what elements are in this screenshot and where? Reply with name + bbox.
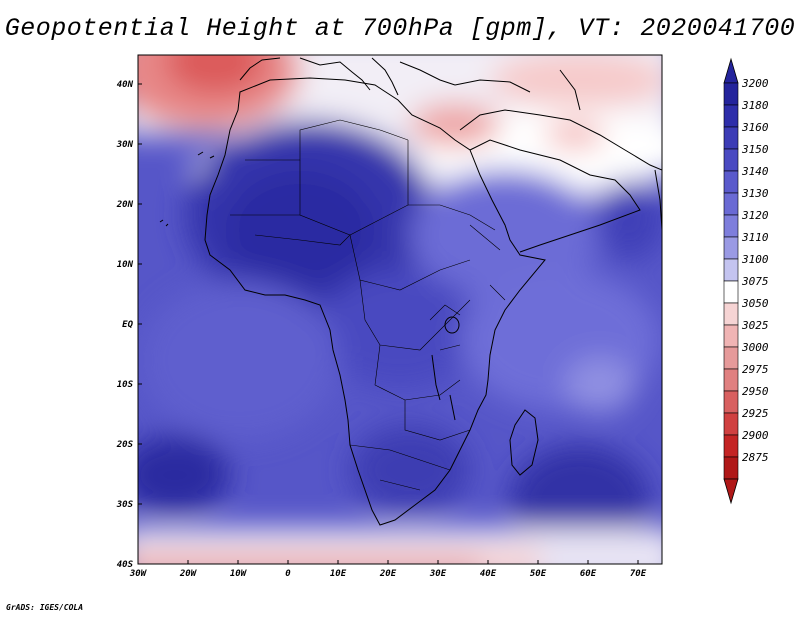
colorbar-level-label: 3180 (741, 99, 769, 112)
lon-label: 10E (330, 569, 347, 579)
colorbar-swatch (723, 148, 739, 172)
coastlines (159, 57, 662, 526)
lon-label: 70E (630, 569, 647, 579)
grads-credit: GrADS: IGES/COLA (6, 603, 84, 612)
lat-label: 10S (117, 380, 134, 390)
colorbar-level-label: 2950 (742, 385, 769, 398)
lat-label: 30S (116, 500, 134, 510)
lon-label: 30E (429, 569, 447, 579)
lon-label: 0 (285, 569, 291, 579)
colorbar-level-label: 3130 (741, 187, 769, 200)
colorbar-swatch (723, 368, 739, 392)
colorbar-swatch (723, 214, 739, 238)
colorbar-swatch (723, 280, 739, 304)
colorbar-swatch (723, 236, 739, 260)
colorbar-legend: 3200 3180 3160 3150 3140 3130 3120 3110 3100 3075… (723, 57, 769, 505)
colorbar-level-label: 2900 (742, 429, 769, 442)
colorbar-bottom-arrow (723, 478, 739, 505)
lat-label: 30N (116, 140, 134, 150)
colorbar-swatch (723, 82, 739, 106)
colorbar-level-label: 2875 (742, 451, 769, 464)
colorbar-swatch (723, 346, 739, 370)
colorbar-swatch (723, 302, 739, 326)
colorbar-level-label: 3140 (741, 165, 769, 178)
colorbar-level-label: 3000 (741, 341, 769, 354)
colorbar-swatch (723, 390, 739, 414)
lat-label: EQ (122, 320, 133, 330)
colorbar-level-label: 3200 (741, 77, 769, 90)
colorbar-swatch (723, 324, 739, 348)
colorbar-level-label: 2925 (742, 407, 769, 420)
lat-label: 20N (116, 200, 134, 210)
longitude-labels: 30W 20W 10W 0 10E 20E 30E 40E 50E 60E 70… (129, 569, 647, 579)
height-field (138, 55, 662, 564)
colorbar-level-label: 2975 (742, 363, 769, 376)
colorbar-level-label: 3150 (741, 143, 769, 156)
lat-label: 20S (116, 440, 134, 450)
lon-label: 50E (530, 569, 547, 579)
colorbar-swatch (723, 456, 739, 480)
colorbar-swatch (723, 126, 739, 150)
colorbar-swatch (723, 258, 739, 282)
lat-label: 10N (117, 260, 134, 270)
latitude-labels: 40N 30N 20N 10N EQ 10S 20S 30S 40S (116, 80, 134, 570)
colorbar-level-label: 3050 (741, 297, 769, 310)
colorbar-swatch (723, 434, 739, 458)
colorbar-swatch (723, 192, 739, 216)
lon-label: 30W (129, 569, 148, 579)
plot-frame (137, 54, 663, 565)
colorbar-level-label: 3075 (741, 275, 769, 288)
lon-label: 60E (580, 569, 597, 579)
colorbar-swatch (723, 104, 739, 128)
lon-label: 20E (379, 569, 397, 579)
map-title: Geopotential Height at 700hPa [gpm], VT:… (4, 14, 796, 43)
lon-label: 20W (179, 569, 198, 579)
lat-label: 40S (117, 560, 134, 570)
colorbar-top-arrow (723, 57, 739, 84)
colorbar-level-label: 3100 (741, 253, 769, 266)
colorbar-level-label: 3160 (741, 121, 769, 134)
colorbar-level-label: 3120 (741, 209, 769, 222)
colorbar-swatch (723, 170, 739, 194)
country-borders (230, 119, 506, 491)
colorbar-level-label: 3110 (741, 231, 769, 244)
axis-ticks (138, 83, 639, 564)
lon-label: 10W (230, 569, 248, 579)
lon-label: 40E (480, 569, 497, 579)
lakes (431, 316, 460, 421)
colorbar-level-label: 3025 (741, 319, 769, 332)
colorbar-swatch (723, 412, 739, 436)
lat-label: 40N (117, 80, 134, 90)
